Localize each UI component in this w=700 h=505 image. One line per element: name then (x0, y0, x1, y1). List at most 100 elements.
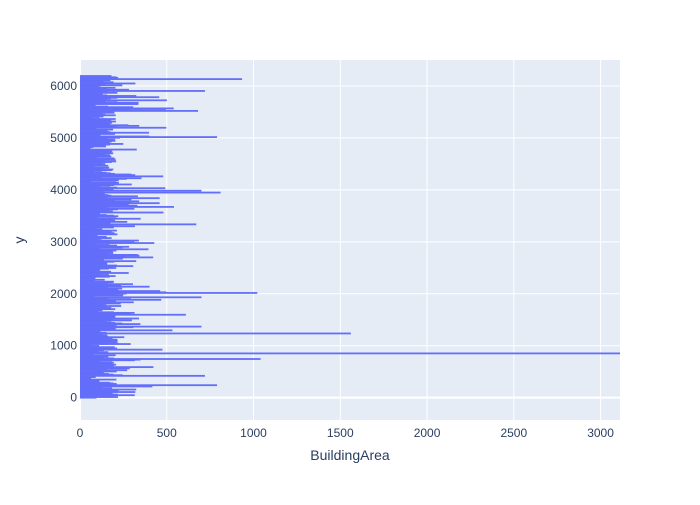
bar (80, 128, 114, 131)
bar (80, 391, 136, 393)
x-tick-label: 500 (157, 426, 177, 440)
bar (80, 248, 149, 251)
bar (80, 292, 258, 294)
bar (80, 320, 107, 323)
bar (80, 363, 117, 366)
bar (80, 145, 107, 148)
x-tick-label: 2000 (414, 426, 441, 440)
bar (80, 134, 101, 137)
bar (80, 126, 167, 129)
bar (80, 268, 101, 271)
bar (80, 256, 154, 259)
bar (80, 131, 150, 134)
bar (80, 111, 114, 114)
bar (80, 235, 107, 238)
bar (80, 357, 114, 360)
bar (80, 203, 129, 206)
x-tick-label: 0 (77, 426, 84, 440)
bar (80, 75, 112, 77)
bar (80, 166, 110, 169)
bar (80, 86, 101, 89)
bar (80, 348, 163, 351)
bar (80, 187, 166, 190)
bar (80, 143, 124, 145)
bar (80, 260, 137, 263)
y-tick-label: 6000 (50, 79, 77, 93)
bar (80, 301, 134, 304)
bar (80, 179, 119, 182)
bar (80, 211, 164, 214)
y-tick-label: 2000 (50, 287, 77, 301)
bar (80, 366, 154, 369)
bar (80, 306, 107, 309)
bar (80, 93, 103, 95)
bar (80, 157, 115, 160)
bar (80, 177, 142, 180)
bar (80, 197, 160, 200)
bar (80, 181, 119, 184)
y-tick-label: 1000 (50, 339, 77, 353)
y-tick-label: 5000 (50, 131, 77, 145)
bar (80, 240, 111, 243)
bar (80, 95, 137, 97)
y-tick-labels: 0 1000 2000 3000 4000 5000 6000 (50, 79, 77, 405)
bar (80, 335, 109, 338)
bar (80, 229, 117, 232)
bar (80, 252, 114, 254)
bar (80, 374, 205, 377)
bar (80, 332, 351, 335)
bar (80, 223, 197, 226)
bar (80, 388, 137, 391)
bar (80, 283, 133, 286)
y-tick-label: 0 (70, 391, 77, 405)
bar (80, 294, 124, 297)
bar (80, 381, 110, 384)
bar (80, 250, 113, 253)
bar (80, 266, 113, 269)
bar (80, 285, 150, 288)
bar (80, 113, 106, 116)
bar (80, 120, 116, 123)
bar (80, 90, 205, 92)
bar (80, 164, 109, 167)
x-tick-label: 1500 (327, 426, 354, 440)
bar (80, 316, 115, 319)
bar (80, 189, 202, 192)
bar (80, 378, 117, 381)
bar (80, 354, 116, 357)
bar (80, 393, 113, 395)
bar (80, 110, 198, 112)
bar (80, 78, 243, 81)
bar (80, 148, 137, 151)
bar (80, 175, 164, 178)
bar (80, 358, 261, 360)
bar (80, 278, 105, 281)
bar (80, 272, 129, 274)
bar (80, 96, 160, 99)
bar (80, 126, 118, 129)
bar (80, 176, 102, 179)
bar (80, 296, 202, 299)
x-tick-label: 2500 (500, 426, 527, 440)
bar (80, 109, 129, 112)
bar (80, 198, 132, 201)
bar (80, 206, 174, 208)
y-axis-title: y (11, 237, 27, 244)
bar (80, 200, 140, 203)
bar (80, 99, 167, 102)
bar (80, 384, 218, 387)
y-tick-label: 4000 (50, 183, 77, 197)
bar (80, 123, 111, 125)
bar (80, 237, 112, 239)
bar (80, 308, 116, 311)
bar (80, 389, 119, 392)
bar (80, 290, 161, 292)
bar (80, 352, 620, 355)
bar (80, 228, 103, 231)
bar (80, 298, 162, 301)
bar (80, 329, 173, 332)
bar (80, 262, 108, 264)
bar (80, 287, 108, 289)
